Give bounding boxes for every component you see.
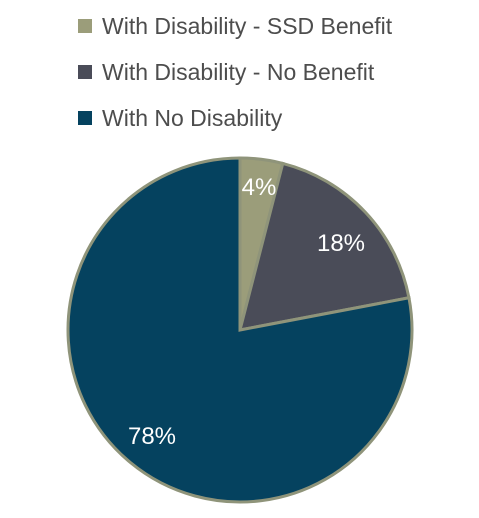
legend-swatch-with-disability-ssd-benefit (78, 19, 92, 33)
data-label-with-no-disability: 78% (128, 423, 176, 450)
legend: With Disability - SSD Benefit With Disabi… (78, 13, 393, 131)
data-labels: 4% 18% 78% (128, 174, 365, 450)
legend-label-with-disability-no-benefit: With Disability - No Benefit (102, 59, 375, 85)
legend-swatch-with-disability-no-benefit (78, 65, 92, 79)
legend-label-with-no-disability: With No Disability (102, 105, 283, 131)
pie-slices (66, 156, 414, 504)
legend-label-with-disability-ssd-benefit: With Disability - SSD Benefit (102, 13, 393, 39)
pie-slice-with-disability-no-benefit (237, 161, 411, 332)
legend-swatch-with-no-disability (78, 111, 92, 125)
pie-slice-with-no-disability (66, 156, 414, 504)
data-label-with-disability-ssd-benefit: 4% (242, 174, 277, 201)
data-label-with-disability-no-benefit: 18% (317, 230, 365, 257)
